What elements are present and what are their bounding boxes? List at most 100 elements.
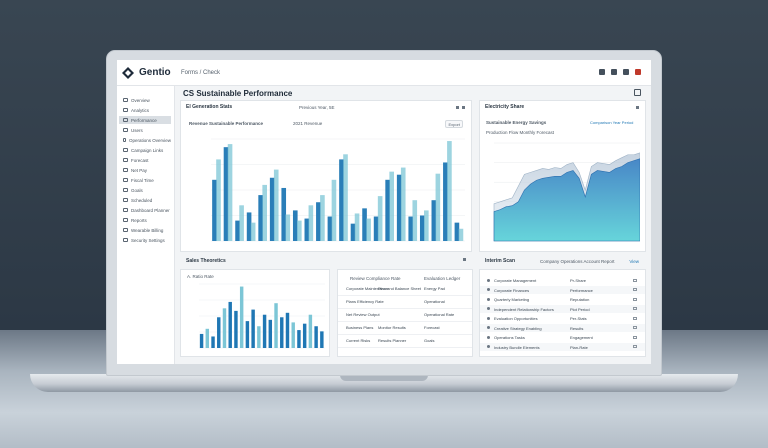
table-cell-name: Corporate Management [494,278,537,283]
sidebar-item-label: Security Settings [131,237,165,243]
row-action-icon[interactable] [633,335,637,339]
bar [435,173,441,241]
page-title: CS Sustainable Performance [183,89,293,98]
row-action-icon[interactable] [633,307,637,310]
collapse-icon[interactable] [463,258,466,261]
bar [280,317,284,348]
middle-list-panel: Review Compliance Rate Evaluation Ledger… [337,258,473,357]
list-cell: Forecast [424,325,440,330]
panel-filter[interactable]: Previous Year, 5E [299,105,335,110]
table-cell-value: Per-Stats [570,316,587,321]
settings-icon[interactable] [611,69,617,75]
sidebar-item[interactable]: Reports [119,216,171,224]
notification-icon[interactable] [635,69,641,75]
bar [350,223,356,241]
table-row[interactable] [480,314,645,322]
small-bar-chart [199,283,325,349]
bar [234,310,238,348]
row-action-icon[interactable] [633,288,637,291]
sidebar-item[interactable]: Dashboard Planner [119,206,171,214]
next-icon[interactable] [462,106,465,109]
bar [262,314,267,348]
bar [292,210,298,241]
table-row[interactable] [480,333,645,341]
bar [308,205,314,241]
sidebar-item[interactable]: Operations Overview [119,136,171,144]
sidebar-item[interactable]: Goals [119,186,171,194]
sidebar-item-label: Net Pay [131,167,148,173]
bar [377,196,383,241]
sidebar: Overview Analytics Performance Users Operati… [117,86,175,364]
table-row[interactable] [480,304,645,313]
sidebar-item[interactable]: Fiscal Time [119,176,171,184]
bar [302,323,307,348]
row-action-icon[interactable] [633,316,637,320]
close-icon[interactable] [636,106,639,109]
bar [320,331,324,348]
list-cell: Current Risks [346,338,371,343]
bar [373,216,379,241]
bar [274,303,278,348]
chart-subtitle: A. Ratio Rate [187,274,214,279]
menu-item-icon [123,228,128,232]
bar [339,159,344,241]
toolbar-icons [599,69,641,75]
bar [222,308,227,348]
menu-item-icon [123,238,128,242]
table-row[interactable] [480,323,645,332]
sidebar-item[interactable]: Overview [119,96,171,104]
row-bullet-icon [487,326,490,329]
row-action-icon[interactable] [633,278,637,282]
bar [389,171,394,241]
row-action-icon[interactable] [633,326,637,329]
panel-title: Sales Theoretics [186,258,226,264]
panel-tools [463,258,466,261]
sidebar-item[interactable]: Scheduled [119,196,171,204]
prev-icon[interactable] [456,106,459,109]
export-button[interactable]: Export [445,120,463,128]
list-cell: Plans Efficiency Rate [346,299,384,304]
sidebar-item[interactable]: Net Pay [119,166,171,174]
sidebar-item[interactable]: Security Settings [119,236,171,244]
breadcrumb[interactable]: Forms / Check [181,70,221,76]
table-row[interactable] [480,285,645,294]
sidebar-item[interactable]: Performance [119,116,171,124]
user-icon[interactable] [623,69,629,75]
table-header: Company Operations Account Report [540,259,615,264]
laptop-notch [340,375,428,381]
sidebar-item[interactable]: Wearable Billing [119,226,171,234]
list-cell: Net Review Output [346,312,380,317]
bar [385,179,390,241]
list-header-right: Evaluation Ledger [424,276,461,281]
sidebar-item[interactable]: Users [119,126,171,134]
bar [314,326,318,348]
menu-item-icon [123,98,128,102]
table-cell-value: Plan-Rate [570,344,588,350]
bar [308,314,313,348]
row-action-icon[interactable] [633,345,637,348]
bar [227,144,233,241]
print-icon[interactable] [599,69,605,75]
bar [431,200,437,241]
table-view-link[interactable]: View [629,259,639,264]
bar [217,317,221,348]
table-row[interactable] [480,276,645,284]
bar [239,205,244,241]
sidebar-item[interactable]: Analytics [119,106,171,114]
table-cell-value: Pr-Share [570,278,587,283]
table-cell-value: Reputation [570,297,590,302]
bar [297,330,301,348]
table-row[interactable] [480,295,645,303]
menu-item-icon [123,198,128,202]
sidebar-item[interactable]: Forecast [119,156,171,164]
table-row[interactable] [480,342,645,351]
menu-item-icon [123,188,128,192]
menu-item-icon [123,218,128,222]
bar [412,200,418,241]
bar [212,179,217,241]
expand-icon[interactable] [634,89,641,96]
sidebar-item[interactable]: Campaign Links [119,146,171,154]
list-cell: Goals [424,338,435,343]
row-action-icon[interactable] [633,297,637,301]
bar [246,212,252,241]
